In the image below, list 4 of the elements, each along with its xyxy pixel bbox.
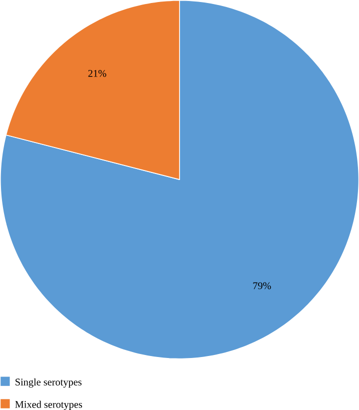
data-label: 21% <box>88 70 106 77</box>
data-label: 79% <box>253 282 271 290</box>
slice-label: Single serotypes <box>15 378 82 388</box>
legend-label: Mixed serotypes <box>15 400 82 410</box>
